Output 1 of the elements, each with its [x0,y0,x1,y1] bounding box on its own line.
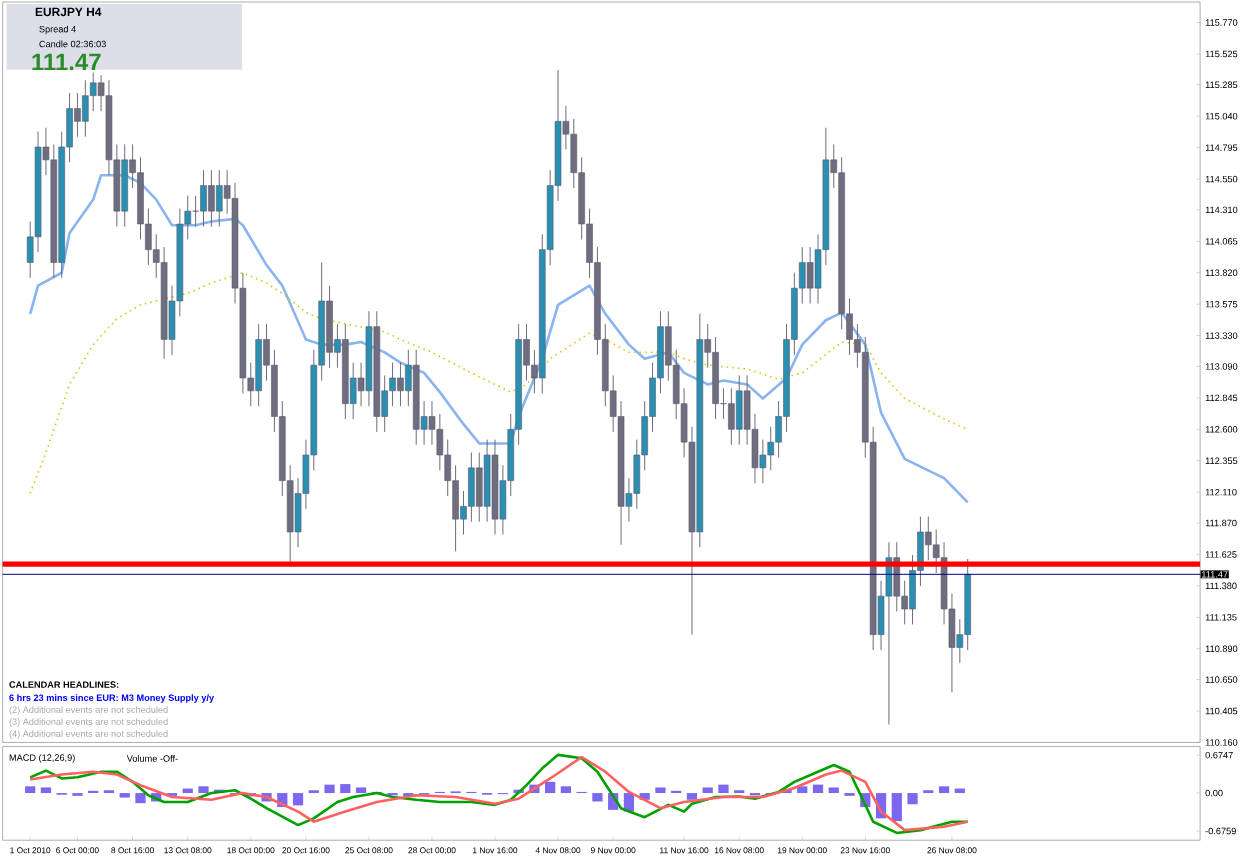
annotation: 111.47 [32,53,101,71]
